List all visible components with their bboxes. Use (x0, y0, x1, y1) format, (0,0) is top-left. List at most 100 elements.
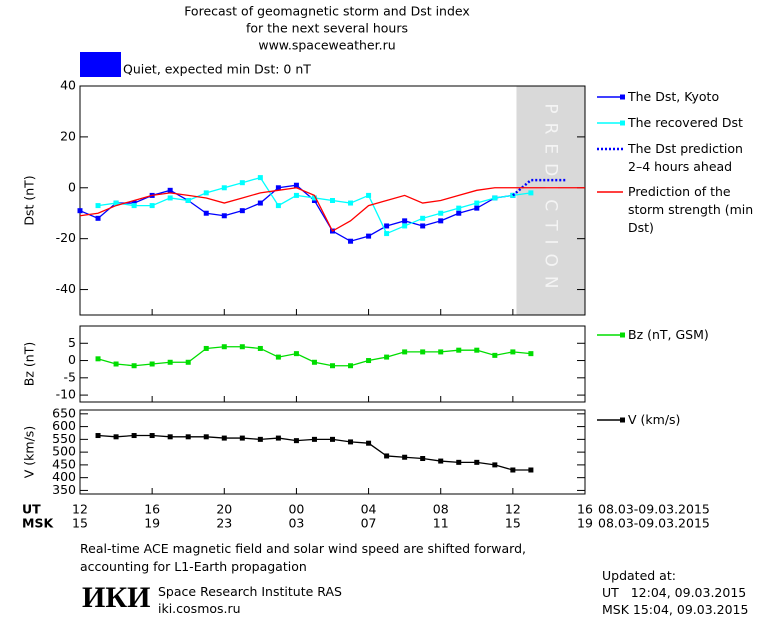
data-point (257, 345, 263, 351)
data-point (203, 210, 209, 216)
legend-label: The Dst prediction 2–4 hours ahead (628, 141, 747, 174)
data-point (257, 175, 263, 181)
data-point (456, 347, 462, 353)
data-point (528, 351, 534, 357)
y-axis-label: Bz (nT) (22, 342, 37, 386)
data-point (474, 347, 480, 353)
data-point (95, 433, 101, 439)
data-point (293, 192, 299, 198)
y-tick-label: 450 (52, 456, 76, 471)
x-tick-label: 15 (505, 516, 521, 531)
data-point (456, 210, 462, 216)
legend-label: The Dst, Kyoto (628, 89, 720, 104)
y-tick-label: -10 (56, 387, 76, 402)
plot-frame (79, 85, 586, 316)
data-point (167, 359, 173, 365)
data-point (311, 195, 317, 201)
data-point (402, 454, 408, 460)
legend-label: V (km/s) (628, 412, 681, 427)
data-point (185, 359, 191, 365)
data-point (438, 210, 444, 216)
date-range: 08.03-09.03.2015 (598, 516, 710, 531)
data-point (131, 203, 137, 209)
data-point (221, 435, 227, 441)
y-tick-label: 40 (60, 78, 76, 93)
data-point (221, 213, 227, 219)
x-tick-label: 16 (577, 502, 593, 517)
data-point (293, 438, 299, 444)
data-point (239, 180, 245, 186)
y-axis-label: Dst (nT) (22, 175, 37, 225)
data-point (167, 187, 173, 193)
date-range: 08.03-09.03.2015 (598, 502, 710, 517)
chart-subtitle: for the next several hours (246, 21, 408, 36)
y-tick-label: 550 (52, 431, 76, 446)
data-point (221, 185, 227, 191)
institute-url: iki.cosmos.ru (158, 601, 241, 616)
x-tick-label: 00 (288, 502, 304, 517)
data-point (384, 231, 390, 237)
series-line (79, 187, 585, 232)
data-point (77, 208, 83, 214)
x-tick-label: 16 (144, 502, 160, 517)
x-tick-label: 23 (216, 516, 232, 531)
data-point (474, 200, 480, 206)
data-point (366, 440, 372, 446)
legend-marker (620, 94, 625, 100)
data-point (438, 218, 444, 224)
site-url: www.spaceweather.ru (258, 38, 395, 53)
data-point (95, 356, 101, 362)
legend-marker (620, 332, 625, 338)
data-point (420, 215, 426, 221)
series-line (97, 176, 531, 235)
data-point (366, 233, 372, 239)
data-point (348, 363, 354, 369)
legend-label: The recovered Dst (628, 115, 743, 130)
data-point (348, 200, 354, 206)
data-point (203, 190, 209, 196)
data-point (185, 434, 191, 440)
x-tick-label: 11 (433, 516, 449, 531)
data-point (402, 223, 408, 229)
data-point (492, 462, 498, 468)
data-point (311, 359, 317, 365)
data-point (438, 458, 444, 464)
x-tick-label: 04 (361, 502, 377, 517)
data-point (330, 363, 335, 369)
data-point (510, 467, 516, 473)
updated-ut: UT 12:04, 09.03.2015 (602, 585, 747, 600)
series-line (512, 178, 567, 197)
status-text: Quiet, expected min Dst: 0 nT (123, 62, 311, 77)
x-tick-label: 12 (505, 502, 521, 517)
y-tick-label: 400 (52, 469, 76, 484)
data-point (348, 439, 354, 445)
institute: Space Research Institute RAS (158, 584, 342, 599)
data-point (275, 435, 281, 441)
x-tick-label: 19 (144, 516, 160, 531)
data-point (384, 223, 390, 229)
data-point (474, 459, 480, 465)
data-point (510, 349, 516, 355)
y-tick-label: 600 (52, 418, 76, 433)
data-point (384, 354, 390, 360)
data-point (420, 223, 426, 229)
x-axis-label: UT (22, 502, 41, 517)
x-tick-label: 12 (72, 502, 88, 517)
data-point (131, 433, 137, 439)
y-tick-label: 0 (68, 352, 76, 367)
y-tick-label: 500 (52, 444, 76, 459)
data-point (402, 349, 408, 355)
y-tick-label: -40 (56, 281, 76, 296)
y-tick-label: -20 (56, 230, 76, 245)
plot-frame (79, 325, 586, 403)
data-point (438, 349, 444, 355)
y-tick-label: 0 (68, 179, 76, 194)
legend-marker (620, 120, 625, 126)
data-point (492, 195, 498, 201)
data-point (221, 344, 227, 350)
y-tick-label: -5 (64, 369, 76, 384)
data-point (474, 205, 480, 211)
x-tick-label: 03 (288, 516, 304, 531)
data-point (131, 200, 137, 206)
